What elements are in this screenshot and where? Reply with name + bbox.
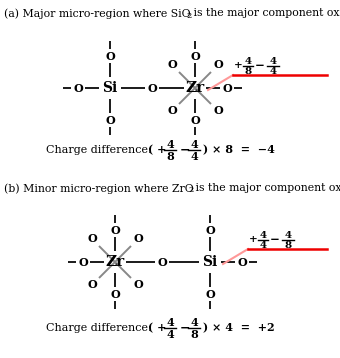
Text: 4: 4 xyxy=(259,231,267,240)
Text: O: O xyxy=(105,50,115,62)
Text: ( +: ( + xyxy=(148,323,166,334)
Text: 4: 4 xyxy=(285,231,292,240)
Text: 4: 4 xyxy=(190,150,198,161)
Text: 8: 8 xyxy=(285,241,292,250)
Text: O: O xyxy=(237,256,247,267)
Text: −: − xyxy=(270,233,280,247)
Text: is the major component oxide: is the major component oxide xyxy=(190,8,340,18)
Text: O: O xyxy=(167,59,177,71)
Text: 8: 8 xyxy=(190,329,198,339)
Text: 4: 4 xyxy=(190,139,198,150)
Text: O: O xyxy=(110,224,120,236)
Text: 4: 4 xyxy=(190,316,198,328)
Text: 4: 4 xyxy=(166,316,174,328)
Text: +: + xyxy=(249,236,257,245)
Text: ( +: ( + xyxy=(148,145,166,155)
Text: 4: 4 xyxy=(166,139,174,150)
Text: O: O xyxy=(213,106,223,116)
Text: O: O xyxy=(87,233,97,245)
Text: (b) Minor micro-region where ZrO: (b) Minor micro-region where ZrO xyxy=(4,183,194,194)
Text: O: O xyxy=(167,106,177,116)
Text: O: O xyxy=(78,256,88,267)
Text: O: O xyxy=(222,82,232,93)
Text: O: O xyxy=(147,82,157,93)
Text: Si: Si xyxy=(102,81,118,95)
Text: O: O xyxy=(105,115,115,126)
Text: O: O xyxy=(157,256,167,267)
Text: O: O xyxy=(87,280,97,290)
Text: Zr: Zr xyxy=(185,81,205,95)
Text: is the major component oxide: is the major component oxide xyxy=(192,183,340,193)
Text: 8: 8 xyxy=(244,67,252,76)
Text: Charge difference:: Charge difference: xyxy=(46,145,152,155)
Text: −: − xyxy=(180,144,190,156)
Text: 4: 4 xyxy=(269,67,276,76)
Text: O: O xyxy=(205,224,215,236)
Text: O: O xyxy=(133,233,143,245)
Text: O: O xyxy=(190,115,200,126)
Text: (a) Major micro-region where SiO: (a) Major micro-region where SiO xyxy=(4,8,191,19)
Text: 2: 2 xyxy=(188,187,193,194)
Text: −: − xyxy=(180,321,190,334)
Text: 4: 4 xyxy=(269,57,276,66)
Text: Si: Si xyxy=(202,255,218,269)
Text: O: O xyxy=(110,289,120,300)
Text: 2: 2 xyxy=(186,11,191,19)
Text: O: O xyxy=(190,50,200,62)
Text: O: O xyxy=(205,289,215,300)
Text: O: O xyxy=(73,82,83,93)
Text: O: O xyxy=(133,280,143,290)
Text: 8: 8 xyxy=(166,150,174,161)
Text: ) × 4  =  +2: ) × 4 = +2 xyxy=(203,323,275,334)
Text: 4: 4 xyxy=(244,57,252,66)
Text: −: − xyxy=(255,59,265,73)
Text: Charge difference:: Charge difference: xyxy=(46,323,152,333)
Text: ) × 8  =  −4: ) × 8 = −4 xyxy=(203,145,275,155)
Text: 4: 4 xyxy=(166,329,174,339)
Text: O: O xyxy=(213,59,223,71)
Text: 4: 4 xyxy=(259,241,267,250)
Text: +: + xyxy=(234,62,242,71)
Text: Zr: Zr xyxy=(105,255,124,269)
